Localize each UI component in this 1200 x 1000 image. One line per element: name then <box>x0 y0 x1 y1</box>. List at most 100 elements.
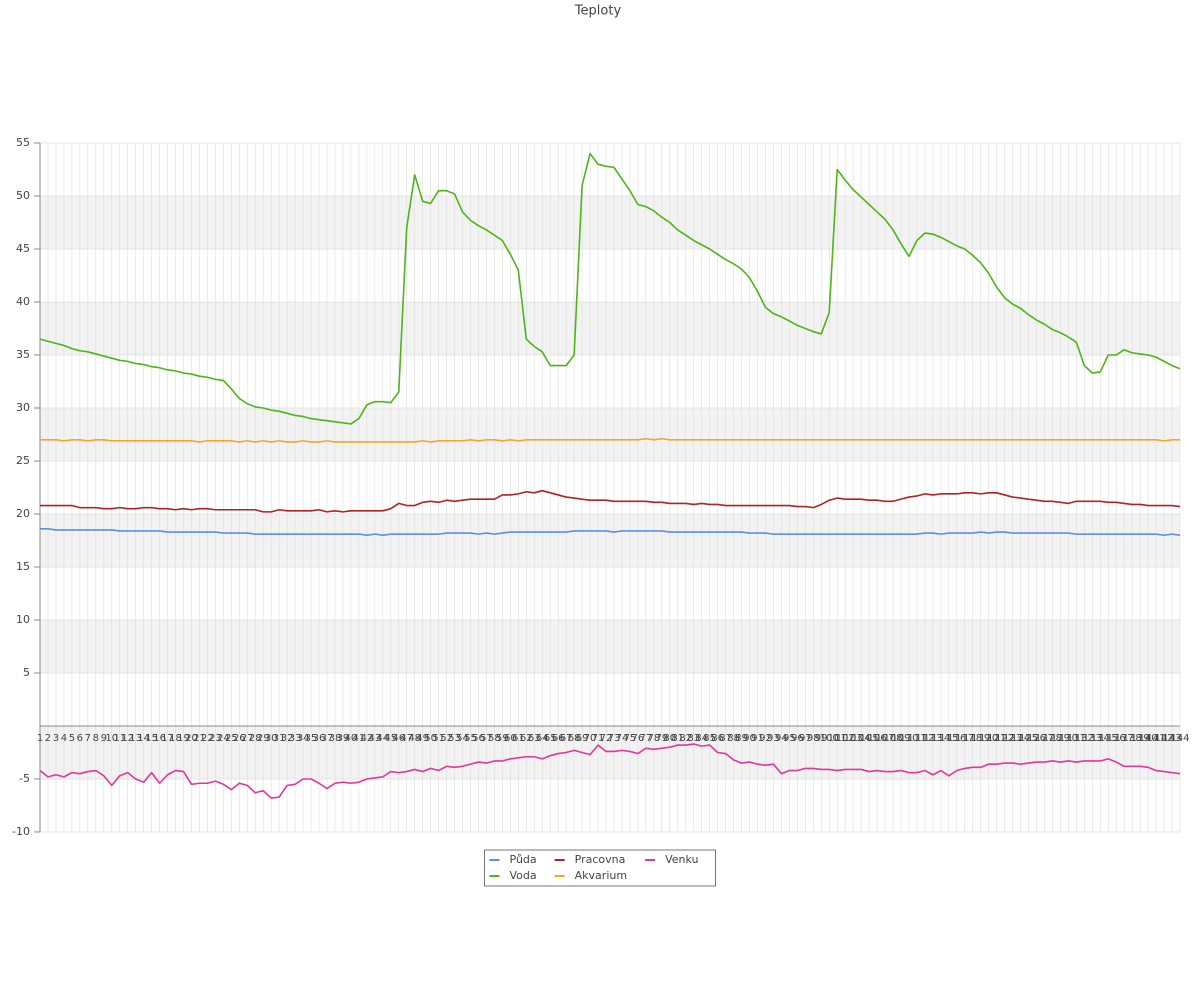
x-tick-label: 122 <box>995 733 1014 744</box>
x-tick-label: 34 <box>297 733 310 744</box>
legend-item: Venku <box>645 853 698 866</box>
x-tick-label: 107 <box>875 733 894 744</box>
x-tick-label: 48 <box>408 733 421 744</box>
x-tick-label: 116 <box>947 733 966 744</box>
x-tick-label: 104 <box>852 733 871 744</box>
x-tick-label: 26 <box>233 733 246 744</box>
x-tick-label: 94 <box>775 733 788 744</box>
x-tick-label: 67 <box>560 733 573 744</box>
y-tick-label: 55 <box>16 136 30 149</box>
chart-title: Teploty <box>574 4 622 19</box>
x-tick-label: 75 <box>624 733 637 744</box>
x-tick-label: 66 <box>552 733 565 744</box>
x-tick-label: 119 <box>971 733 990 744</box>
x-tick-label: 62 <box>520 733 533 744</box>
x-tick-label: 137 <box>1115 733 1134 744</box>
legend-label: Půda <box>510 853 537 866</box>
x-tick-label: 56 <box>472 733 485 744</box>
x-tick-label: 21 <box>193 733 206 744</box>
x-tick-label: 135 <box>1099 733 1118 744</box>
x-tick-label: 105 <box>860 733 879 744</box>
x-tick-label: 24 <box>217 733 230 744</box>
x-tick-label: 110 <box>899 733 918 744</box>
x-tick-label: 15 <box>145 733 158 744</box>
x-tick-label: 78 <box>647 733 660 744</box>
x-tick-label: 90 <box>743 733 756 744</box>
x-tick-label: 20 <box>185 733 198 744</box>
series-line <box>40 489 1181 513</box>
x-tick-label: 52 <box>440 733 453 744</box>
x-tick-label: 86 <box>711 733 724 744</box>
x-tick-label: 6 <box>77 733 83 744</box>
series-line <box>40 528 1181 536</box>
x-tick-label: 140 <box>1139 733 1158 744</box>
x-tick-label: 32 <box>281 733 294 744</box>
grid-band <box>40 302 1180 355</box>
x-tick-label: 68 <box>568 733 581 744</box>
y-tick-label: -5 <box>19 772 30 785</box>
x-tick-label: 28 <box>249 733 262 744</box>
x-tick-label: 16 <box>153 733 166 744</box>
x-tick-label: 129 <box>1051 733 1070 744</box>
x-tick-label: 63 <box>528 733 541 744</box>
x-tick-label: 5 <box>69 733 75 744</box>
x-tick-label: 124 <box>1011 733 1030 744</box>
x-tick-label: 70 <box>584 733 597 744</box>
x-tick-label: 115 <box>939 733 958 744</box>
x-tick-label: 25 <box>225 733 238 744</box>
x-tick-label: 53 <box>448 733 461 744</box>
x-tick-label: 41 <box>353 733 366 744</box>
x-tick-label: 54 <box>456 733 469 744</box>
x-tick-label: 108 <box>883 733 902 744</box>
x-tick-label: 92 <box>759 733 772 744</box>
x-tick-label: 60 <box>504 733 517 744</box>
x-tick-label: 12 <box>121 733 134 744</box>
x-tick-label: 64 <box>536 733 549 744</box>
series-line <box>39 152 1181 425</box>
x-tick-label: 47 <box>400 733 413 744</box>
x-tick-label: 50 <box>424 733 437 744</box>
x-tick-label: 113 <box>923 733 942 744</box>
x-tick-label: 136 <box>1107 733 1126 744</box>
x-tick-label: 142 <box>1155 733 1174 744</box>
x-tick-label: 65 <box>544 733 557 744</box>
x-tick-label: 139 <box>1131 733 1150 744</box>
legend-label: Venku <box>665 853 698 866</box>
x-tick-label: 109 <box>891 733 910 744</box>
y-tick-label: 50 <box>16 189 30 202</box>
x-tick-label: 44 <box>376 733 389 744</box>
x-tick-label: 51 <box>432 733 445 744</box>
x-tick-label: 31 <box>273 733 286 744</box>
legend-label: Akvarium <box>575 869 627 882</box>
x-tick-label: 128 <box>1043 733 1062 744</box>
x-tick-label: 22 <box>201 733 214 744</box>
x-tick-label: 36 <box>313 733 326 744</box>
x-tick-label: 87 <box>719 733 732 744</box>
x-tick-label: 8 <box>93 733 99 744</box>
legend-item: Pracovna <box>554 853 625 866</box>
x-tick-label: 112 <box>915 733 934 744</box>
x-tick-label: 27 <box>241 733 254 744</box>
x-tick-label: 23 <box>209 733 222 744</box>
x-tick-label: 131 <box>1067 733 1086 744</box>
x-tick-label: 42 <box>360 733 373 744</box>
x-tick-label: 98 <box>807 733 820 744</box>
x-tick-label: 102 <box>836 733 855 744</box>
x-tick-label: 43 <box>368 733 381 744</box>
x-tick-label: 39 <box>337 733 350 744</box>
y-tick-label: 40 <box>16 295 30 308</box>
x-tick-label: 99 <box>815 733 828 744</box>
x-tick-label: 49 <box>416 733 429 744</box>
x-tick-label: 2 <box>45 733 51 744</box>
y-tick-label: 15 <box>16 560 30 573</box>
legend-item: Půda <box>489 853 537 866</box>
x-tick-label: 133 <box>1083 733 1102 744</box>
grid-band <box>40 408 1180 461</box>
x-tick-label: 127 <box>1035 733 1054 744</box>
x-tick-label: 10 <box>105 733 118 744</box>
series-line <box>40 437 1180 443</box>
x-tick-label: 38 <box>329 733 342 744</box>
x-tick-label: 118 <box>963 733 982 744</box>
series-line <box>39 743 1181 799</box>
